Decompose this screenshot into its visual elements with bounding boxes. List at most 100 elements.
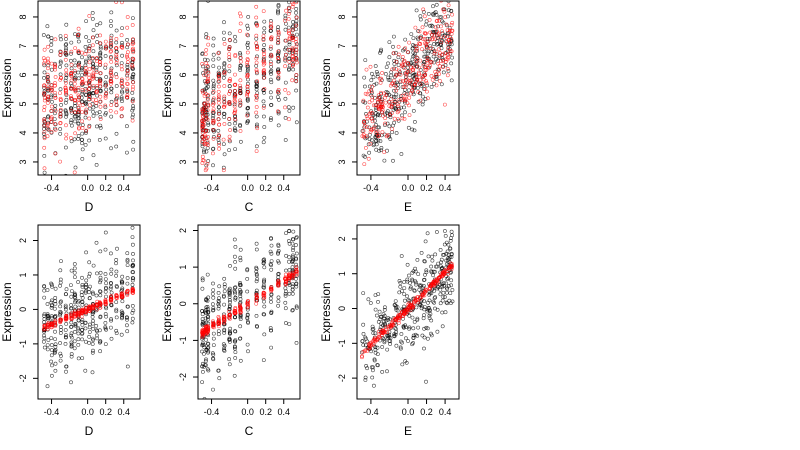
observed-point: [233, 291, 238, 296]
observed-point: [90, 91, 95, 96]
observed-point: [284, 268, 288, 273]
observed-point: [203, 359, 208, 364]
fitted-point: [42, 130, 47, 135]
observed-point: [53, 347, 58, 352]
fitted-point: [91, 75, 96, 80]
observed-point: [69, 324, 74, 329]
observed-point: [211, 43, 216, 48]
fitted-point: [42, 108, 47, 113]
observed-point: [410, 270, 415, 275]
observed-point: [275, 28, 280, 32]
observed-point: [104, 327, 109, 332]
observed-point: [380, 335, 385, 340]
y-tick-label: 1: [178, 265, 188, 270]
fitted-point: [395, 102, 400, 107]
fitted-point: [262, 61, 267, 66]
observed-point: [449, 278, 454, 283]
observed-point: [254, 279, 259, 284]
fitted-point: [372, 124, 377, 129]
observed-point: [69, 380, 73, 385]
observed-point: [238, 64, 243, 68]
fitted-point: [294, 265, 299, 270]
observed-point: [402, 292, 407, 297]
observed-point: [424, 19, 429, 24]
fitted-point: [46, 121, 50, 126]
fitted-point: [238, 98, 243, 103]
observed-point: [433, 10, 438, 15]
observed-point: [269, 292, 274, 297]
fitted-point: [254, 33, 259, 38]
fitted-point: [202, 133, 207, 138]
observed-point: [227, 57, 232, 62]
observed-point: [394, 327, 399, 332]
fitted-point: [387, 113, 392, 117]
fitted-point: [46, 44, 50, 49]
fitted-point: [216, 93, 221, 98]
fitted-point: [46, 66, 50, 71]
observed-point: [46, 34, 51, 39]
observed-point: [120, 274, 125, 279]
observed-point: [439, 82, 444, 87]
observed-point: [58, 283, 63, 288]
observed-point: [283, 80, 288, 85]
fitted-point: [216, 117, 221, 121]
fitted-point: [58, 98, 63, 103]
fitted-point: [97, 79, 102, 84]
observed-point: [386, 316, 391, 321]
fitted-point: [77, 126, 81, 131]
observed-point: [202, 89, 207, 94]
fitted-point: [64, 87, 68, 92]
fitted-point: [211, 120, 216, 125]
observed-point: [90, 290, 95, 295]
fitted-point: [109, 297, 113, 302]
observed-point: [382, 340, 387, 345]
observed-point: [445, 301, 450, 306]
observed-point: [276, 260, 281, 265]
fitted-point: [114, 293, 119, 298]
fitted-point: [233, 100, 238, 104]
observed-point: [395, 308, 400, 313]
observed-point: [440, 324, 445, 329]
observed-point: [391, 158, 395, 163]
observed-point: [287, 228, 292, 233]
observed-point: [88, 284, 92, 289]
fitted-point: [73, 98, 78, 102]
fitted-point: [416, 70, 421, 75]
fitted-point: [76, 105, 81, 110]
observed-point: [131, 112, 135, 117]
x-tick-label: -0.4: [363, 183, 379, 193]
observed-point: [232, 254, 237, 259]
fitted-point: [69, 49, 74, 54]
fitted-point: [79, 81, 84, 86]
observed-point: [80, 131, 85, 136]
observed-point: [415, 317, 420, 322]
observed-point: [119, 332, 124, 337]
observed-point: [221, 75, 226, 80]
x-axis-title: D: [85, 424, 94, 438]
observed-point: [437, 15, 442, 20]
observed-point: [421, 278, 426, 282]
fitted-point: [449, 49, 454, 54]
observed-point: [386, 75, 391, 80]
observed-point: [50, 303, 54, 308]
observed-point: [233, 350, 238, 355]
x-tick-label: -0.4: [44, 183, 60, 193]
observed-point: [245, 67, 250, 72]
fitted-point: [367, 100, 372, 105]
observed-point: [443, 217, 446, 220]
observed-point: [400, 362, 405, 367]
fitted-point: [261, 34, 266, 39]
observed-point: [120, 299, 125, 304]
observed-point: [87, 260, 92, 265]
fitted-point: [91, 43, 95, 48]
observed-point: [254, 247, 259, 252]
observed-point: [221, 348, 226, 352]
fitted-point: [227, 91, 232, 96]
observed-point: [429, 264, 434, 269]
observed-point: [53, 337, 58, 342]
observed-point: [125, 259, 130, 264]
observed-point: [98, 328, 102, 333]
observed-point: [227, 336, 232, 341]
observed-point: [83, 320, 88, 325]
